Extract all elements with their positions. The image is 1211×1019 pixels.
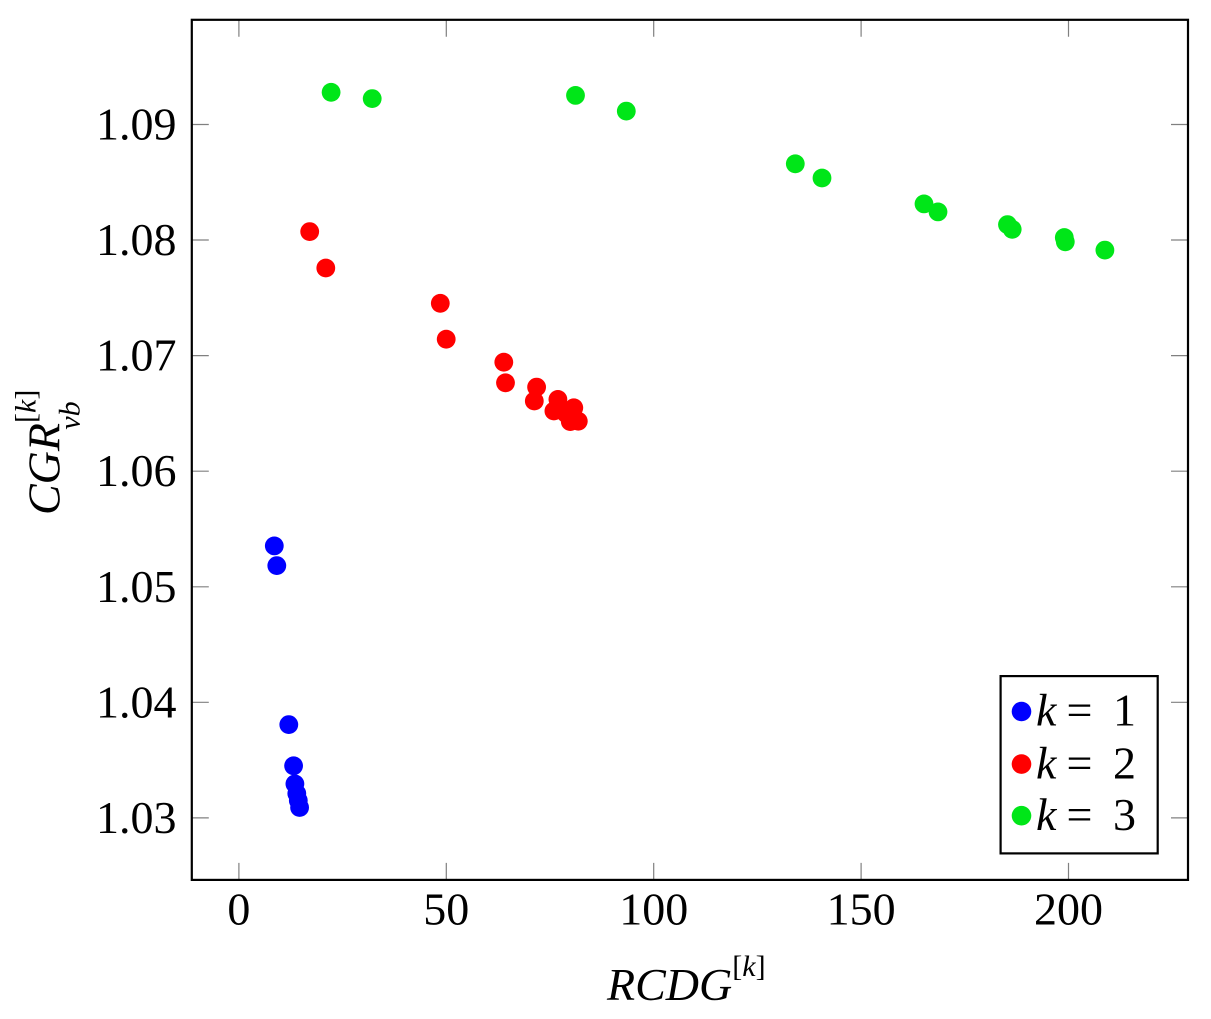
svg-text:150: 150 bbox=[827, 884, 896, 935]
svg-text:1.04: 1.04 bbox=[96, 676, 177, 727]
svg-text:100: 100 bbox=[619, 884, 688, 935]
svg-text:200: 200 bbox=[1034, 884, 1103, 935]
svg-text:50: 50 bbox=[423, 884, 469, 935]
svg-text:k=1: k = 1 bbox=[1036, 685, 1136, 736]
svg-text:1.07: 1.07 bbox=[96, 330, 177, 381]
svg-text:1.03: 1.03 bbox=[96, 792, 177, 843]
svg-text:1.06: 1.06 bbox=[96, 445, 177, 496]
svg-text:k=3: k = 3 bbox=[1036, 789, 1136, 840]
svg-text:1.05: 1.05 bbox=[96, 561, 177, 612]
svg-text:1.09: 1.09 bbox=[96, 99, 177, 150]
svg-text:k=2: k = 2 bbox=[1036, 737, 1136, 788]
svg-text:0: 0 bbox=[227, 884, 250, 935]
svg-text:1.08: 1.08 bbox=[96, 214, 177, 265]
